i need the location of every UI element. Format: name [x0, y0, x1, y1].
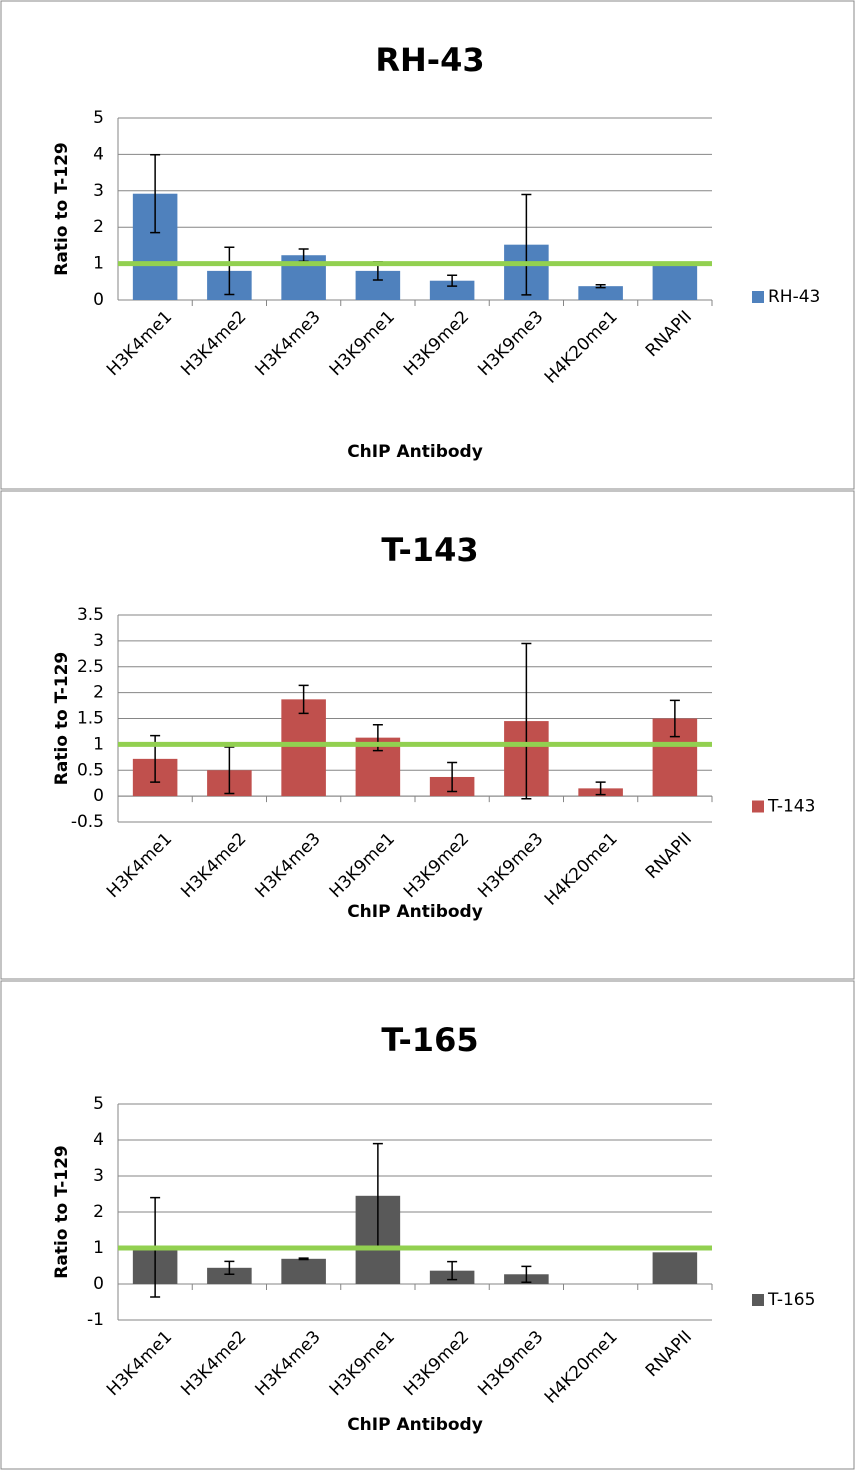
error-bar [447, 274, 458, 287]
x-axis-title: ChIP Antibody [347, 902, 483, 922]
y-tick-label: 2 [93, 683, 104, 703]
x-tick-label: H3K9me3 [474, 829, 547, 902]
chart-title: T-143 [381, 531, 478, 569]
y-tick-label: 4 [93, 1130, 104, 1150]
y-tick-label: 0 [93, 290, 104, 310]
y-tick-label: 1 [93, 734, 104, 754]
y-tick-label: 2.5 [77, 657, 104, 677]
y-tick-label: 3 [93, 1166, 104, 1186]
error-bar [669, 699, 680, 738]
panel-border [0, 490, 855, 980]
y-tick-label: 3 [93, 181, 104, 201]
y-tick-label: 3 [93, 631, 104, 651]
x-tick-label: H3K9me3 [474, 1327, 547, 1400]
x-tick-label: RNAPII [642, 1327, 696, 1381]
x-tick-label: RNAPII [642, 829, 696, 883]
x-tick-label: H3K9me1 [326, 1327, 399, 1400]
bar [652, 263, 698, 300]
panel-border [0, 980, 855, 1470]
x-tick-label: H3K4me3 [252, 307, 325, 380]
bar [281, 699, 326, 797]
error-bar [521, 1265, 532, 1283]
x-tick-label: H4K20me1 [541, 1327, 622, 1408]
y-axis-title: Ratio to T-129 [52, 652, 72, 785]
y-tick-label: 4 [93, 144, 104, 164]
error-bar [521, 193, 532, 296]
x-tick-label: H3K9me1 [326, 307, 399, 380]
x-tick-label: H3K4me3 [252, 829, 325, 902]
legend-swatch [752, 800, 764, 813]
error-bar [150, 154, 161, 234]
error-bar [595, 283, 606, 289]
y-tick-label: 1 [93, 254, 104, 274]
chart-title: T-165 [381, 1021, 478, 1059]
legend-swatch [752, 291, 764, 303]
error-bar [224, 1260, 235, 1276]
chart-title: RH-43 [375, 41, 484, 79]
x-tick-label: H4K20me1 [541, 307, 622, 388]
legend-label: RH-43 [768, 287, 820, 307]
error-bar [298, 1257, 309, 1261]
error-bar [447, 761, 458, 793]
y-tick-label: 2 [93, 1202, 104, 1222]
y-tick-label: -1 [87, 1310, 104, 1330]
y-tick-label: 0 [93, 786, 104, 806]
x-tick-label: H3K4me3 [252, 1327, 325, 1400]
y-axis-title: Ratio to T-129 [52, 1145, 72, 1278]
x-axis-title: ChIP Antibody [347, 442, 483, 462]
x-tick-label: H3K9me2 [400, 829, 473, 902]
error-bar [447, 1260, 458, 1281]
x-axis-title: ChIP Antibody [347, 1415, 483, 1435]
x-tick-label: H3K4me1 [103, 829, 176, 902]
legend-label: T-165 [767, 1290, 815, 1310]
y-tick-label: 1 [93, 1238, 104, 1258]
error-bar [595, 781, 606, 796]
x-tick-label: H4K20me1 [541, 829, 622, 910]
bar [429, 280, 475, 300]
bar [207, 1267, 252, 1284]
error-bar [298, 684, 309, 715]
panel-border [0, 0, 855, 490]
x-tick-label: H3K9me2 [400, 1327, 473, 1400]
y-tick-label: 5 [93, 1094, 104, 1114]
bar [578, 286, 623, 300]
x-tick-label: H3K9me1 [326, 829, 399, 902]
bar [281, 1258, 326, 1284]
x-tick-label: H3K9me3 [474, 307, 547, 380]
legend-swatch [752, 1294, 764, 1306]
x-tick-label: RNAPII [642, 307, 696, 361]
error-bar [521, 642, 532, 800]
error-bar [224, 246, 235, 296]
x-tick-label: H3K9me2 [400, 307, 473, 380]
legend-label: T-143 [767, 797, 815, 817]
y-tick-label: 1.5 [77, 709, 104, 729]
x-tick-label: H3K4me2 [177, 307, 250, 380]
x-tick-label: H3K4me2 [177, 1327, 250, 1400]
y-tick-label: 3.5 [77, 605, 104, 625]
y-tick-label: -0.5 [71, 812, 104, 832]
y-tick-label: 0 [93, 1274, 104, 1294]
bar [652, 1252, 698, 1284]
x-tick-label: H3K4me1 [103, 1327, 176, 1400]
x-tick-label: H3K4me1 [103, 307, 176, 380]
y-tick-label: 0.5 [77, 760, 104, 780]
y-tick-label: 5 [93, 108, 104, 128]
error-bar [224, 746, 235, 795]
y-tick-label: 2 [93, 217, 104, 237]
y-axis-title: Ratio to T-129 [52, 142, 72, 275]
x-tick-label: H3K4me2 [177, 829, 250, 902]
